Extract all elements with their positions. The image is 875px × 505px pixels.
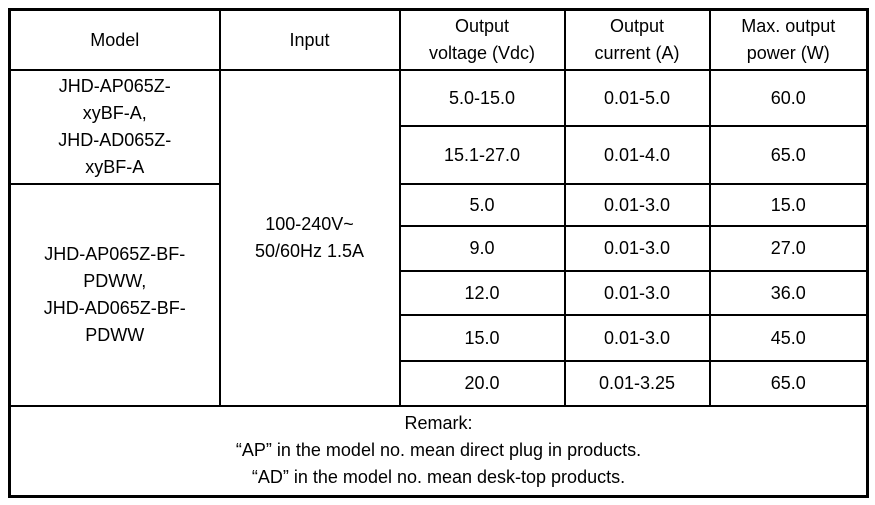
power-cell: 45.0 <box>708 314 869 362</box>
table-row: 12.0 0.01-3.0 36.0 <box>10 270 869 316</box>
current-cell: 0.01-3.0 <box>563 183 711 227</box>
current-cell: 0.01-5.0 <box>563 69 711 127</box>
voltage-cell: 5.0-15.0 <box>398 69 566 127</box>
table-header-row: Model Input Output voltage (Vdc) Output … <box>8 8 869 71</box>
table-row: 9.0 0.01-3.0 27.0 <box>10 225 869 272</box>
col-header-output-current: Output current (A) <box>563 8 711 71</box>
model-group-pdww-cell: JHD-AP065Z-BF- PDWW, JHD-AD065Z-BF- PDWW <box>8 183 221 407</box>
current-cell: 0.01-3.0 <box>563 270 711 316</box>
voltage-cell: 20.0 <box>398 360 566 407</box>
current-cell: 0.01-3.0 <box>563 314 711 362</box>
col-header-max-output-power: Max. output power (W) <box>708 8 869 71</box>
table-row: 20.0 0.01-3.25 65.0 <box>10 360 869 407</box>
power-cell: 36.0 <box>708 270 869 316</box>
table-row: 15.0 0.01-3.0 45.0 <box>10 314 869 362</box>
remark-cell: Remark: “AP” in the model no. mean direc… <box>8 405 869 497</box>
col-header-input: Input <box>218 8 401 71</box>
voltage-cell: 15.1-27.0 <box>398 125 566 185</box>
voltage-cell: 5.0 <box>398 183 566 227</box>
col-header-model: Model <box>8 8 221 71</box>
power-cell: 65.0 <box>708 360 869 407</box>
power-cell: 65.0 <box>708 125 869 185</box>
input-spec-cell: 100-240V~ 50/60Hz 1.5A <box>218 69 401 407</box>
table-row: JHD-AP065Z- xyBF-A, JHD-AD065Z- xyBF-A 1… <box>8 69 869 407</box>
power-cell: 27.0 <box>708 225 869 272</box>
model-group-xybf-cell: JHD-AP065Z- xyBF-A, JHD-AD065Z- xyBF-A <box>8 69 221 185</box>
voltage-cell: 9.0 <box>398 225 566 272</box>
remark-row: Remark: “AP” in the model no. mean direc… <box>8 405 869 497</box>
power-spec-table: Model Input Output voltage (Vdc) Output … <box>8 8 869 498</box>
voltage-cell: 12.0 <box>398 270 566 316</box>
power-cell: 15.0 <box>708 183 869 227</box>
power-cell: 60.0 <box>708 69 869 127</box>
current-cell: 0.01-3.0 <box>563 225 711 272</box>
table-row: JHD-AP065Z-BF- PDWW, JHD-AD065Z-BF- PDWW… <box>8 183 869 407</box>
table-row: 15.1-27.0 0.01-4.0 65.0 <box>10 125 869 185</box>
current-cell: 0.01-3.25 <box>563 360 711 407</box>
voltage-cell: 15.0 <box>398 314 566 362</box>
current-cell: 0.01-4.0 <box>563 125 711 185</box>
col-header-output-voltage: Output voltage (Vdc) <box>398 8 566 71</box>
